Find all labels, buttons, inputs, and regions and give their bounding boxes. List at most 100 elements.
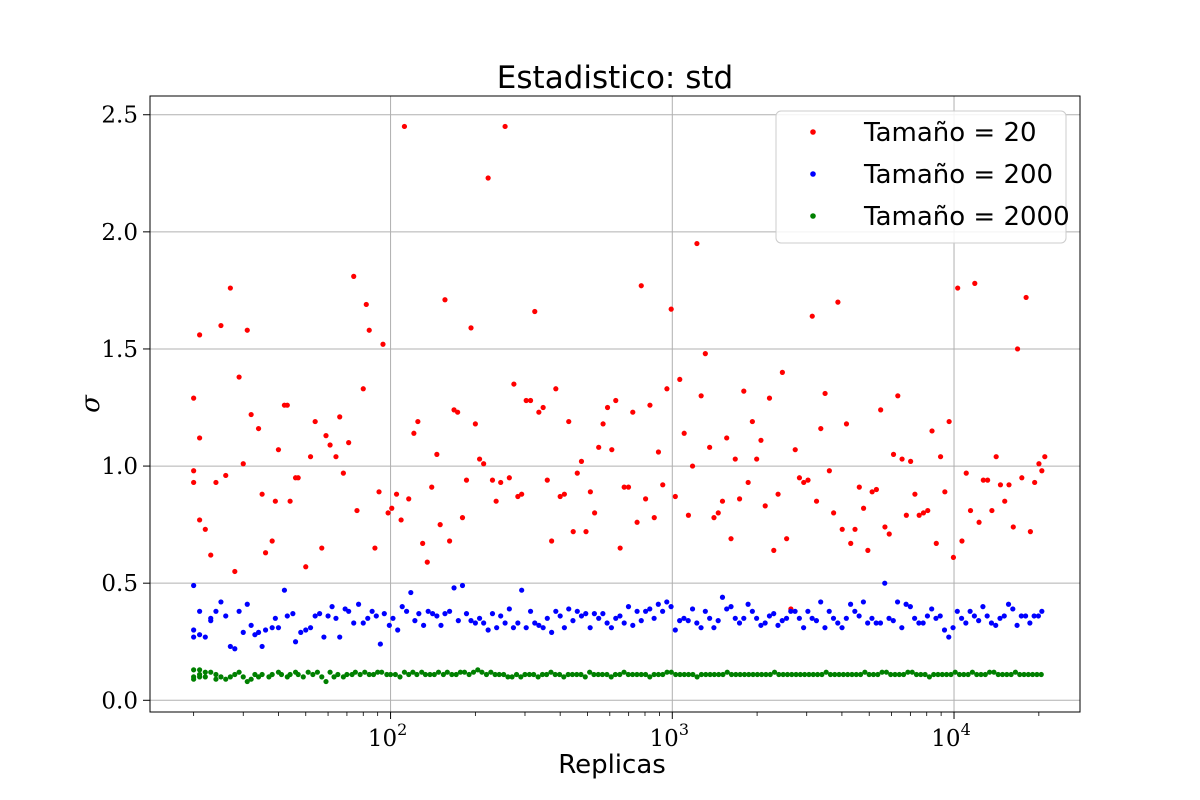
data-point (420, 540, 426, 546)
series-group (191, 667, 1044, 685)
data-point (191, 395, 197, 401)
data-point (431, 671, 437, 678)
data-point (412, 618, 418, 624)
data-point (792, 608, 798, 614)
data-point (869, 615, 875, 621)
data-point (422, 671, 429, 678)
data-point (435, 669, 442, 675)
data-point (937, 454, 944, 460)
data-point (553, 386, 559, 392)
data-point (900, 671, 907, 678)
data-point (715, 618, 721, 624)
data-point (437, 522, 443, 528)
data-point (535, 674, 541, 680)
data-point (553, 608, 559, 614)
data-point (561, 674, 567, 680)
data-point (366, 671, 372, 678)
data-point (664, 599, 670, 605)
data-point (991, 669, 997, 675)
data-point (522, 671, 528, 678)
data-point (284, 402, 290, 408)
data-point (969, 669, 976, 675)
data-point (779, 618, 785, 624)
data-point (999, 671, 1006, 678)
data-point (346, 440, 352, 446)
data-point (922, 671, 928, 678)
data-point (630, 409, 636, 415)
data-point (604, 671, 610, 678)
data-point (442, 297, 448, 303)
data-point (599, 671, 606, 678)
data-point (451, 585, 457, 591)
data-point (406, 671, 412, 678)
data-point (621, 669, 627, 675)
data-point (248, 622, 254, 628)
data-point (421, 622, 427, 628)
data-point (502, 620, 508, 626)
data-point (434, 451, 440, 457)
data-point (831, 510, 837, 516)
data-point (527, 397, 534, 404)
data-point (488, 669, 494, 675)
data-point (498, 479, 504, 486)
data-point (995, 671, 1001, 678)
data-point (459, 582, 466, 589)
data-point (805, 608, 811, 614)
data-point (355, 601, 362, 607)
data-point (544, 671, 550, 678)
data-point (540, 404, 546, 411)
data-point (472, 421, 478, 427)
data-point (1001, 613, 1007, 619)
data-point (835, 299, 841, 305)
data-point (942, 489, 948, 495)
data-point (191, 627, 197, 633)
data-point (425, 608, 431, 614)
data-point (298, 629, 304, 635)
data-point (950, 625, 956, 631)
data-point (1032, 479, 1038, 486)
data-point (849, 671, 855, 678)
data-point (587, 489, 593, 495)
data-point (664, 669, 670, 675)
data-point (223, 472, 229, 479)
data-point (481, 461, 487, 467)
data-point (886, 531, 892, 537)
data-point (269, 671, 275, 678)
data-point (630, 622, 636, 628)
data-point (1039, 468, 1045, 474)
data-point (544, 615, 550, 621)
data-point (643, 671, 649, 678)
data-point (736, 620, 743, 626)
data-point (427, 671, 433, 678)
data-point (976, 519, 982, 525)
data-point (387, 671, 394, 678)
data-point (476, 615, 483, 621)
data-point (506, 606, 512, 612)
data-point (613, 615, 619, 621)
data-point (643, 496, 649, 502)
data-point (754, 456, 760, 462)
data-point (836, 671, 842, 678)
data-point (668, 669, 674, 675)
data-point (783, 615, 790, 621)
data-point (509, 674, 515, 680)
data-point (360, 386, 366, 392)
data-point (303, 627, 309, 633)
data-point (845, 671, 851, 678)
data-point (489, 477, 496, 483)
data-point (694, 620, 700, 626)
data-point (733, 671, 739, 678)
data-point (711, 515, 717, 521)
data-point (737, 671, 743, 678)
data-point (651, 671, 657, 678)
data-point (892, 671, 898, 678)
data-point (638, 618, 644, 624)
data-point (479, 669, 485, 675)
data-point (971, 613, 977, 619)
data-point (191, 468, 197, 474)
data-point (895, 393, 901, 399)
data-point (255, 425, 262, 432)
data-point (506, 475, 512, 481)
x-tick-label: 102 (368, 720, 407, 752)
